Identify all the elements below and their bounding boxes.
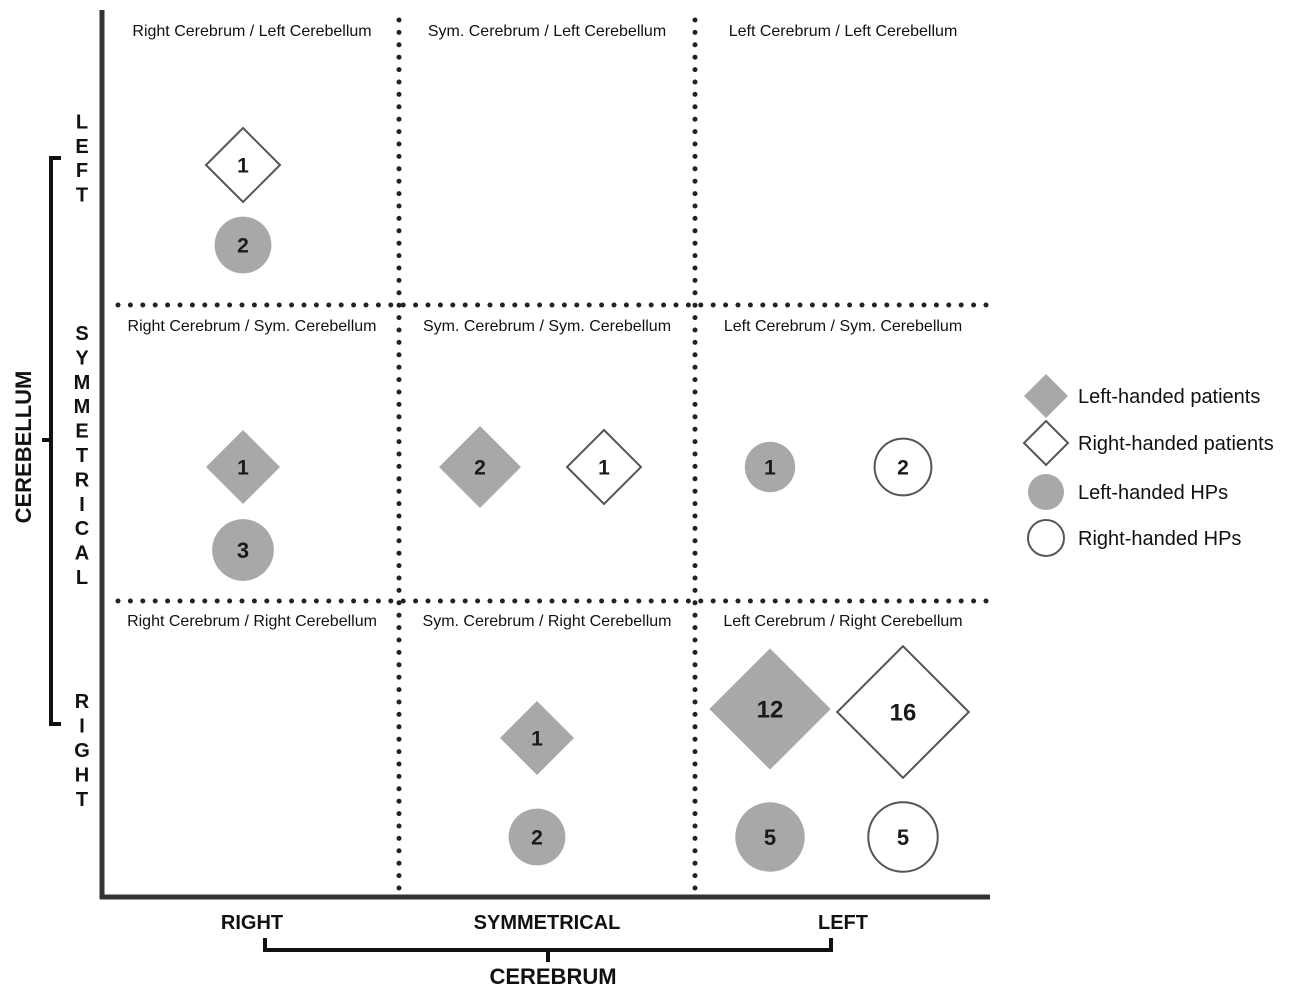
- axes: [99, 10, 990, 900]
- cell-title: Right Cerebrum / Sym. Cerebellum: [128, 318, 377, 335]
- legend-item: Right-handed HPs: [1027, 519, 1241, 557]
- circle-marker-left-handed-hps: [735, 802, 805, 872]
- cell-title: Left Cerebrum / Sym. Cerebellum: [724, 318, 962, 335]
- circle-marker-left-handed-hps: [508, 808, 566, 866]
- data-label: 2: [474, 457, 486, 480]
- data-point: 2: [439, 426, 521, 508]
- data-label: 1: [237, 155, 249, 178]
- cell-title: Right Cerebrum / Right Cerebellum: [127, 613, 377, 630]
- circle-marker-left-handed-hps: [212, 519, 274, 581]
- cell-title: Sym. Cerebrum / Right Cerebellum: [423, 613, 672, 630]
- y-axis-bracket: [42, 156, 61, 726]
- data-label: 3: [237, 538, 249, 563]
- data-point: 5: [735, 802, 805, 872]
- data-label: 5: [764, 825, 776, 850]
- legend-circle-icon: [1028, 474, 1064, 510]
- x-tick-label: LEFT: [818, 912, 868, 934]
- circle-marker-right-handed-hps: [873, 437, 933, 497]
- data-point: 1: [565, 428, 643, 506]
- data-point: 3: [212, 519, 274, 581]
- data-label: 1: [764, 457, 776, 480]
- y-axis: CEREBELLUM L E F T S Y M M E T R I C A L R I G H T: [11, 111, 90, 810]
- x-axis: CEREBRUM RIGHT SYMMETRICAL LEFT: [221, 912, 868, 986]
- data-point: 12: [709, 648, 831, 770]
- cell-title: Right Cerebrum / Left Cerebellum: [132, 23, 371, 40]
- legend: Left-handed patients Right-handed patient…: [1022, 374, 1274, 557]
- diamond-marker-left-handed-patients: [500, 701, 574, 775]
- diamond-marker-right-handed-patients: [835, 644, 971, 780]
- circle-marker-right-handed-hps: [867, 801, 939, 873]
- legend-label: Left-handed HPs: [1078, 482, 1228, 504]
- data-point: 16: [835, 644, 971, 780]
- data-point: 2: [214, 216, 272, 274]
- legend-item: Left-handed patients: [1024, 374, 1260, 418]
- legend-label: Right-handed HPs: [1078, 528, 1241, 550]
- circle-marker-left-handed-hps: [214, 216, 272, 274]
- diamond-marker-right-handed-patients: [565, 428, 643, 506]
- cell-title: Left Cerebrum / Left Cerebellum: [729, 23, 958, 40]
- data-point: 2: [508, 808, 566, 866]
- data-label: 1: [598, 457, 610, 480]
- data-label: 2: [237, 235, 249, 258]
- legend-item: Left-handed HPs: [1028, 474, 1228, 510]
- data-point: 2: [873, 437, 933, 497]
- cell-title: Sym. Cerebrum / Left Cerebellum: [428, 23, 666, 40]
- data-point: 1: [206, 430, 280, 504]
- legend-circle-icon: [1027, 519, 1065, 557]
- data-label: 1: [531, 728, 543, 751]
- legend-label: Left-handed patients: [1078, 386, 1260, 408]
- data-point: 1: [744, 441, 796, 493]
- data-label: 1: [237, 457, 249, 480]
- legend-diamond-icon: [1024, 374, 1068, 418]
- data-label: 12: [757, 697, 784, 724]
- data-point: 1: [500, 701, 574, 775]
- data-label: 2: [897, 457, 909, 480]
- cell-title: Left Cerebrum / Right Cerebellum: [723, 613, 962, 630]
- data-label: 2: [531, 827, 543, 850]
- y-axis-title: CEREBELLUM: [11, 371, 36, 524]
- x-tick-label: SYMMETRICAL: [474, 912, 621, 934]
- cell-title: Sym. Cerebrum / Sym. Cerebellum: [423, 318, 671, 335]
- diamond-marker-left-handed-patients: [439, 426, 521, 508]
- diamond-marker-left-handed-patients: [206, 430, 280, 504]
- data-label: 16: [890, 700, 917, 727]
- data-label: 5: [897, 825, 909, 850]
- x-axis-bracket: [263, 938, 833, 962]
- legend-item: Right-handed patients: [1022, 419, 1274, 467]
- grid-lines: [115, 17, 991, 896]
- legend-label: Right-handed patients: [1078, 433, 1274, 455]
- circle-marker-left-handed-hps: [744, 441, 796, 493]
- diamond-marker-left-handed-patients: [709, 648, 831, 770]
- legend-diamond-icon: [1022, 419, 1070, 467]
- diamond-marker-right-handed-patients: [204, 126, 282, 204]
- x-tick-label: RIGHT: [221, 912, 283, 934]
- data-point: 5: [867, 801, 939, 873]
- data-point: 1: [204, 126, 282, 204]
- x-axis-title: CEREBRUM: [489, 964, 616, 986]
- cell-labels: Right Cerebrum / Left Cerebellum Sym. Cer…: [127, 23, 963, 630]
